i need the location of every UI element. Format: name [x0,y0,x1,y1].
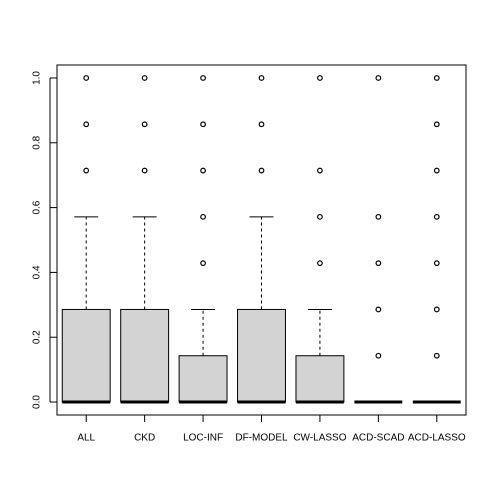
outlier [433,213,440,220]
outlier [141,167,148,174]
y-tick-label: 0.0 [32,395,43,409]
y-tick-label: 0.6 [32,200,43,214]
x-tick-label: ALL [77,433,95,444]
outlier [433,306,440,313]
outlier [433,121,440,128]
outlier [200,167,206,174]
x-tick-label: DF-MODEL [235,433,288,444]
outlier [200,260,206,267]
box [120,308,170,403]
outlier [317,213,323,220]
box [61,308,111,403]
outlier [141,121,148,128]
x-tick-label: CKD [134,433,155,444]
outlier [258,75,265,81]
x-tick-label: CW-LASSO [293,433,346,444]
outlier [375,352,382,359]
outlier [317,260,323,267]
x-tick-label: ACD-SCAD [352,433,404,444]
outlier [83,75,90,81]
x-tick-label: ACD-LASSO [408,433,466,444]
outlier [258,121,265,128]
box [178,355,228,403]
outlier [200,213,206,220]
outlier [375,260,382,267]
outlier [258,167,265,174]
outlier [83,167,90,174]
outlier [375,306,382,313]
y-tick-label: 0.2 [32,330,43,344]
outlier [317,75,323,81]
box [237,308,286,403]
outlier [433,75,440,81]
outlier [317,167,323,174]
outlier [200,121,206,128]
x-tick-label: LOC-INF [183,433,223,444]
box [295,355,345,403]
outlier [433,260,440,267]
outlier [433,352,440,359]
outlier [375,213,382,220]
outlier [200,75,206,81]
y-tick-label: 0.8 [32,135,43,149]
outlier [83,121,90,128]
y-tick-label: 0.4 [32,265,43,279]
outlier [375,75,382,81]
outlier [433,167,440,174]
y-tick-label: 1.0 [32,71,43,85]
outlier [141,75,148,81]
